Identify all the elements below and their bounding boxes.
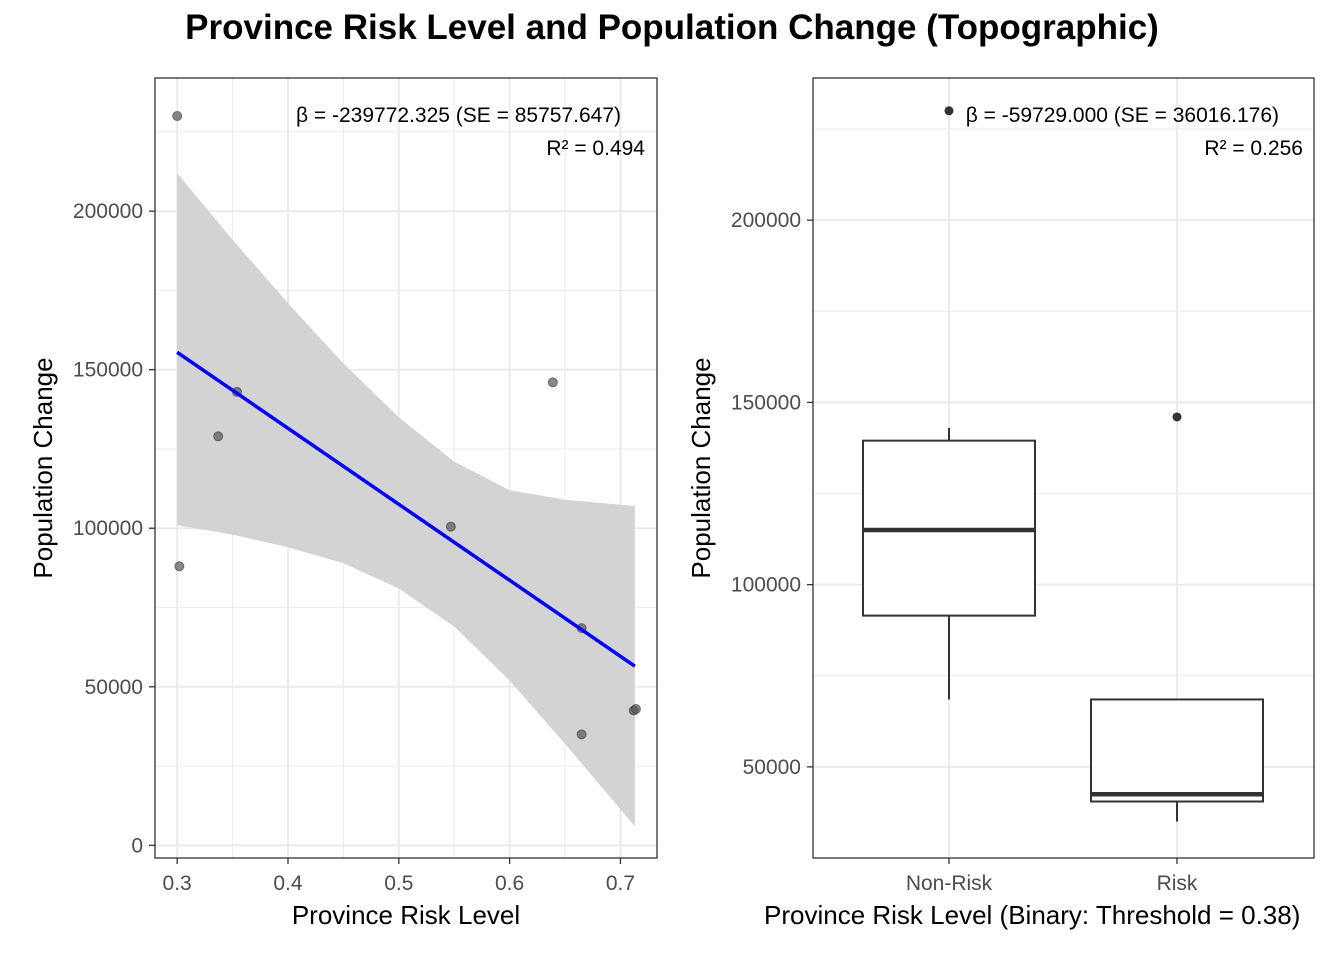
y-tick-label: 100000 — [73, 517, 143, 540]
y-tick-label: 200000 — [731, 209, 801, 232]
box-outlier — [1172, 412, 1182, 422]
scatter-point — [547, 377, 558, 388]
y-tick-label: 150000 — [73, 359, 143, 382]
x-tick-label: 0.6 — [495, 872, 524, 895]
y-tick-label: 100000 — [731, 574, 801, 597]
regression-annotation-r2: R² = 0.256 — [1204, 137, 1303, 160]
y-tick-label: 200000 — [73, 200, 143, 223]
y-axis-title: Population Change — [686, 357, 716, 578]
x-tick-label: 0.3 — [163, 872, 192, 895]
confidence-band — [177, 173, 635, 827]
y-tick-label: 50000 — [85, 676, 143, 699]
regression-annotation-r2: R² = 0.494 — [546, 137, 645, 160]
scatter-point — [576, 729, 587, 740]
scatter-point — [172, 111, 183, 122]
regression-annotation-beta: β = -59729.000 (SE = 36016.176) — [966, 104, 1279, 127]
scatter-point — [213, 431, 224, 442]
scatter-point — [445, 521, 456, 532]
x-tick-label: 0.7 — [606, 872, 635, 895]
x-axis-title: Province Risk Level — [292, 900, 520, 930]
x-tick-label: 0.5 — [384, 872, 413, 895]
regression-line — [176, 350, 636, 668]
y-tick-label: 50000 — [743, 756, 801, 779]
x-axis-title: Province Risk Level (Binary: Threshold =… — [764, 900, 1300, 930]
box-iqr — [1090, 698, 1264, 803]
x-tick-label: 0.4 — [273, 872, 303, 895]
scatter-point — [174, 561, 185, 572]
x-tick-label: Risk — [1157, 872, 1198, 895]
y-tick-label: 150000 — [731, 391, 801, 414]
regression-annotation-beta: β = -239772.325 (SE = 85757.647) — [296, 104, 621, 127]
x-tick-label: Non-Risk — [906, 872, 993, 895]
panel-border-right — [812, 77, 1315, 859]
box-outlier — [944, 106, 954, 116]
scatter-point — [630, 703, 641, 714]
chart-title: Province Risk Level and Population Chang… — [185, 8, 1159, 47]
y-tick-label: 0 — [131, 834, 143, 857]
panel-border-left — [154, 77, 658, 859]
y-axis-title: Population Change — [28, 357, 58, 578]
